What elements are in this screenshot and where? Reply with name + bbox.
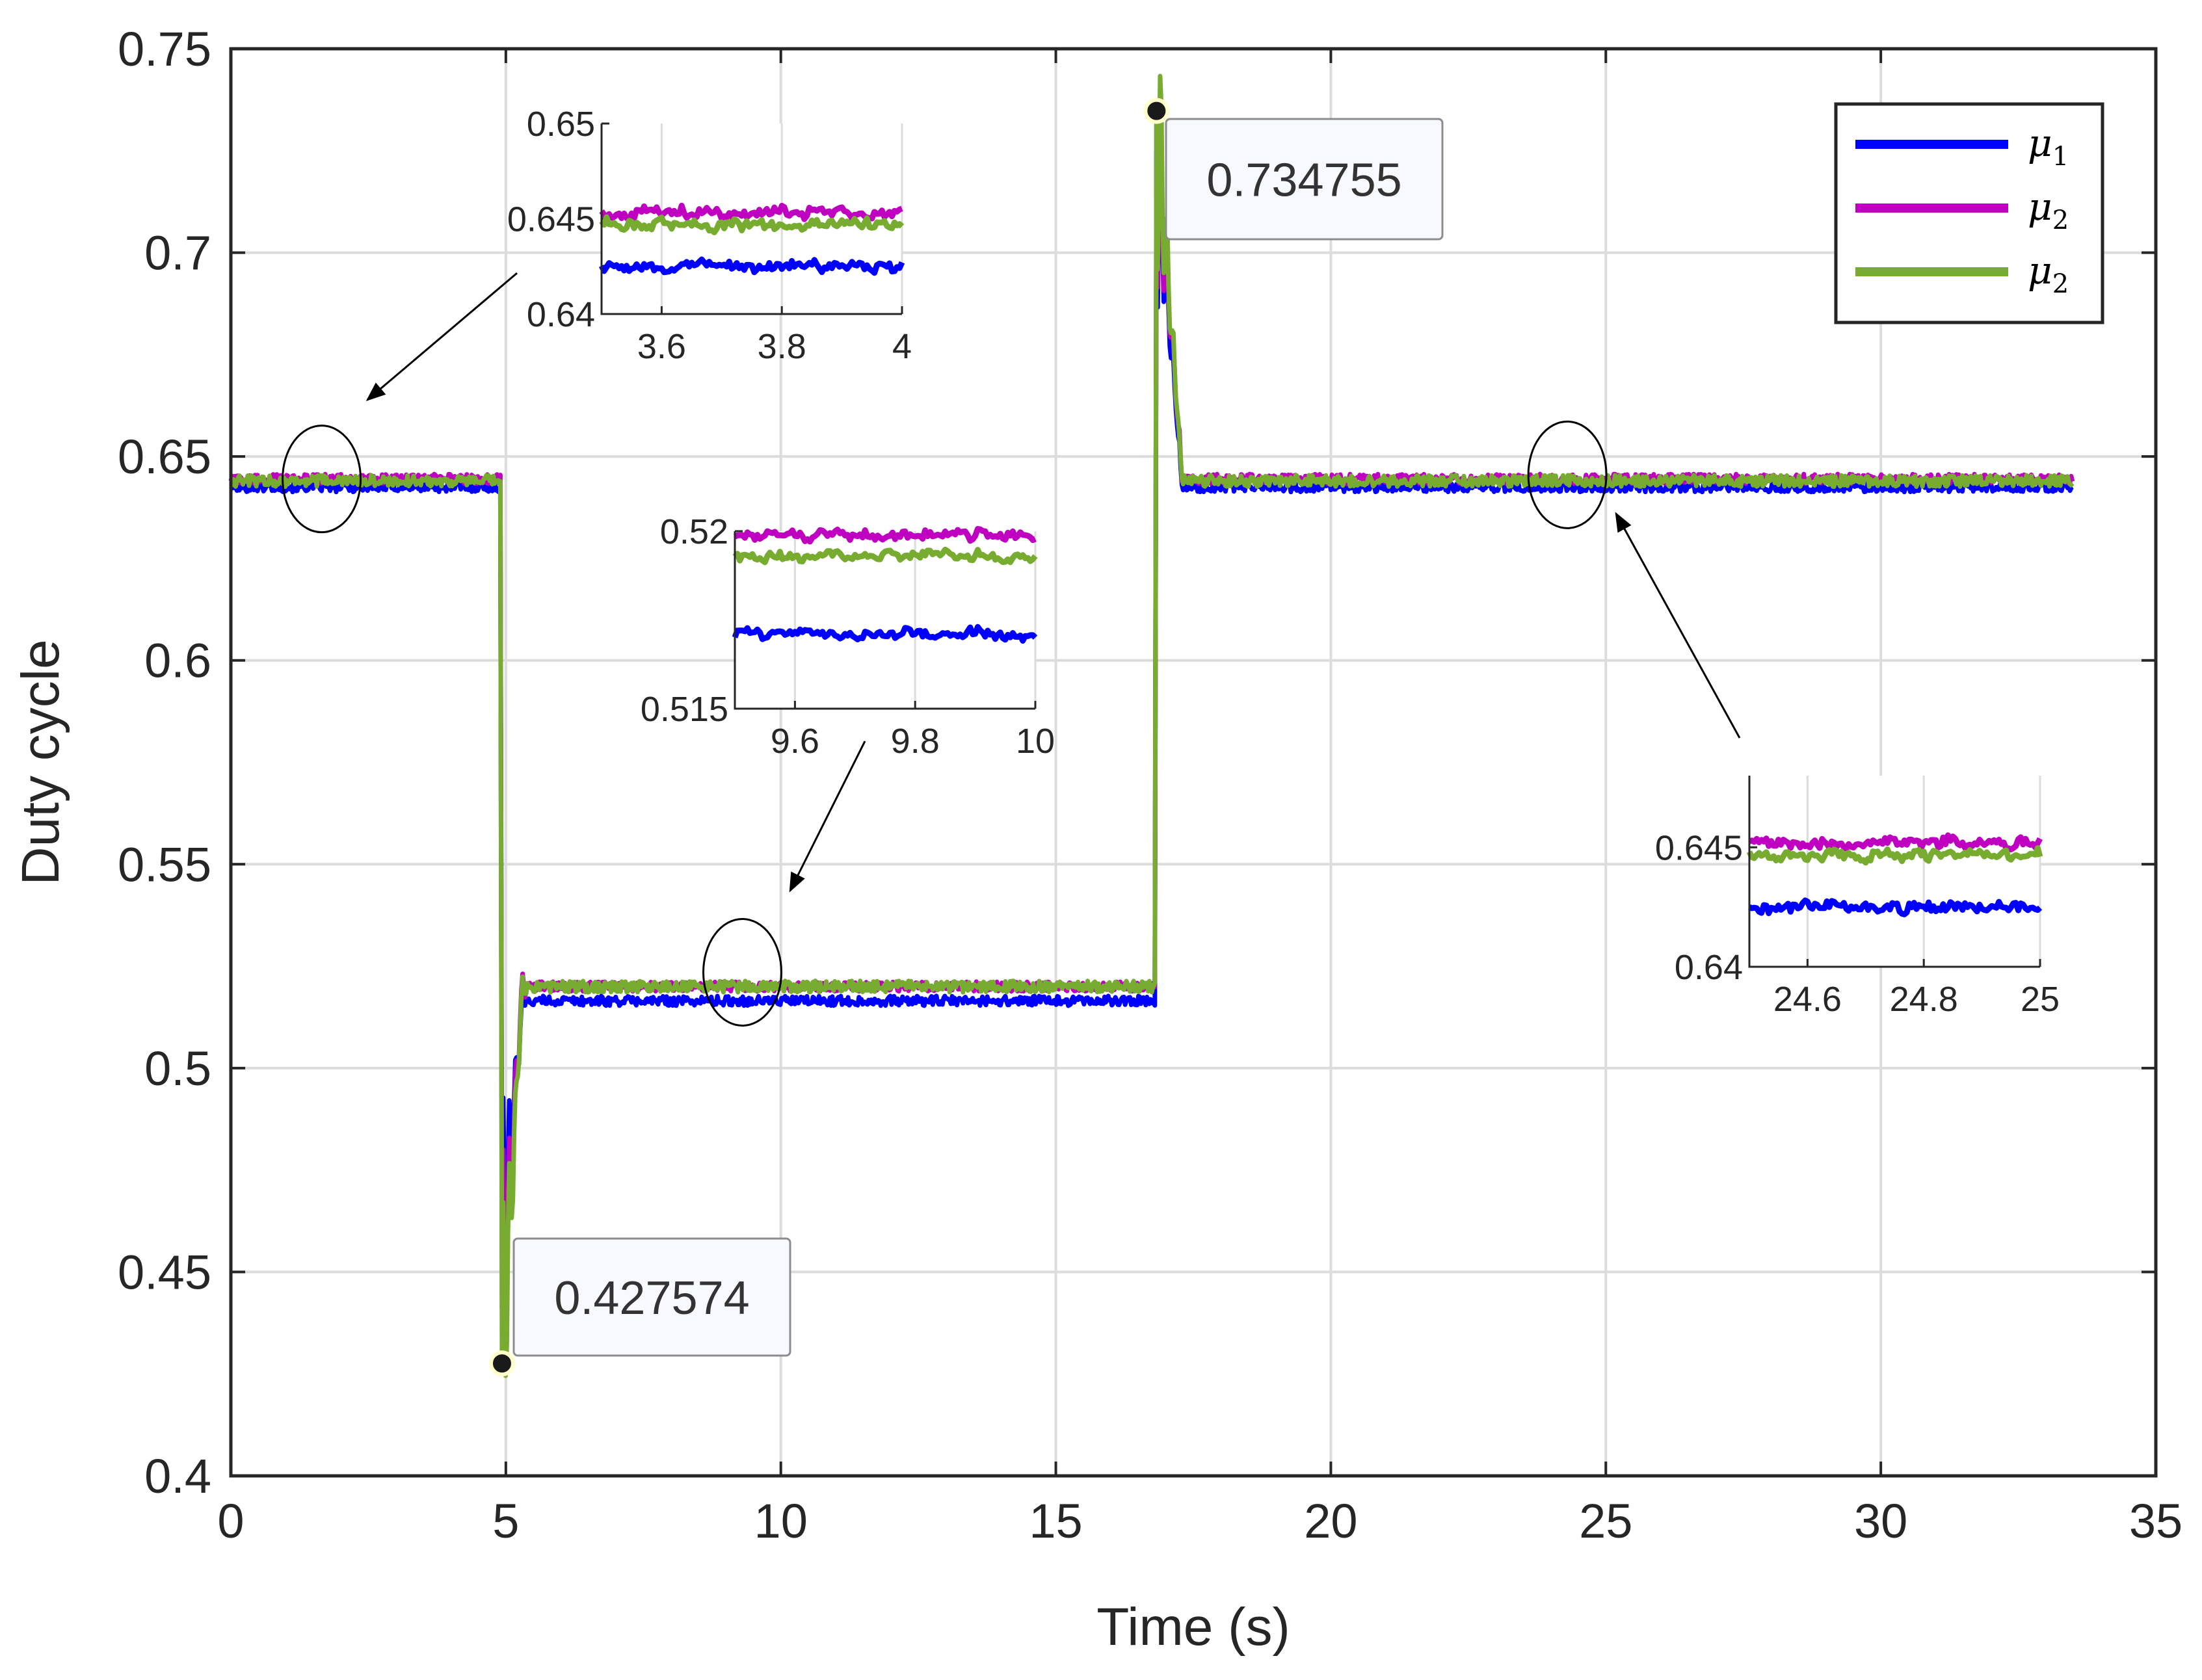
- datatip-box: [1165, 118, 1444, 241]
- legend-label-subscript: 2: [2052, 205, 2069, 235]
- x-tick-label: 15: [1029, 1494, 1082, 1548]
- series-line-3: [229, 73, 2075, 1378]
- inset-y-tick-label: 0.65: [527, 105, 595, 144]
- inset-plots: 3.6 3.8 4 0.64 0.645 0.65 9.6 9.8 10 0.515 0.52 24.…: [507, 105, 2060, 1019]
- legend-label-base: μ: [2028, 185, 2052, 229]
- inset-y-tick-label: 0.52: [660, 512, 728, 551]
- inset-x-tick-label: 3.8: [758, 327, 806, 366]
- main-axis-ticks: 0 5 10 15 20 25 30 35 0.4 0.45 0.5 0.55 0.6 0.65 0.7 0.…: [118, 22, 2182, 1548]
- inset-plot-3: 24.6 24.8 25 0.64 0.645: [1655, 776, 2060, 1019]
- zoom-arrow: [365, 272, 518, 401]
- datatip-box: [512, 1237, 791, 1357]
- y-tick-label: 0.45: [118, 1245, 211, 1299]
- inset-x-tick-label: 9.8: [891, 722, 940, 761]
- plot-frame: [229, 47, 2158, 1478]
- y-tick-label: 0.6: [144, 634, 211, 688]
- inset-series-line-1: [598, 256, 905, 276]
- zoom-arrow: [789, 741, 866, 893]
- inset-x-tick-label: 24.8: [1890, 980, 1958, 1019]
- x-tick-label: 20: [1304, 1494, 1357, 1548]
- inset-series-line-2: [1748, 832, 2043, 853]
- y-tick-label: 0.7: [144, 226, 211, 280]
- inset-x-tick-label: 3.6: [637, 327, 686, 366]
- y-axis-label: Duty cycle: [11, 639, 70, 885]
- datatip-marker: [488, 1350, 515, 1377]
- legend-label: μ1: [2028, 121, 2069, 172]
- inset-x-tick-label: 4: [892, 327, 912, 366]
- y-tick-label: 0.5: [144, 1042, 211, 1096]
- x-tick-label: 5: [492, 1494, 519, 1548]
- zoom-ellipse: [1527, 420, 1608, 529]
- legend-label-base: μ: [2028, 248, 2052, 293]
- zoom-ellipse: [282, 425, 362, 534]
- legend-label: μ2: [2028, 185, 2069, 235]
- main-series-group: [228, 73, 2075, 1378]
- inset-x-tick-label: 25: [2021, 980, 2060, 1019]
- inset-background: [1749, 776, 2040, 967]
- inset-axes: [1748, 776, 2040, 968]
- legend-label-subscript: 1: [2052, 142, 2069, 172]
- zoom-ellipse: [702, 917, 783, 1027]
- inset-plot-1: 3.6 3.8 4 0.64 0.645 0.65: [507, 105, 912, 366]
- inset-y-tick-label: 0.515: [641, 690, 728, 729]
- inset-y-tick-label: 0.645: [1655, 828, 1743, 867]
- inset-plot-2: 9.6 9.8 10 0.515 0.52: [641, 512, 1055, 761]
- inset-series-line-1: [732, 623, 1038, 644]
- inset-x-tick-label: 24.6: [1773, 980, 1842, 1019]
- y-tick-label: 0.65: [118, 430, 211, 484]
- x-tick-label: 35: [2129, 1494, 2182, 1548]
- y-tick-label: 0.75: [118, 22, 211, 76]
- datatip-label: 0.427574: [554, 1272, 749, 1324]
- datatip-marker: [1143, 98, 1170, 124]
- y-tick-label: 0.4: [144, 1449, 211, 1503]
- legend-label: μ2: [2028, 248, 2069, 299]
- datatip-label: 0.734755: [1206, 155, 1401, 207]
- legend-label-base: μ: [2028, 121, 2052, 165]
- x-tick-label: 10: [754, 1494, 808, 1548]
- inset-x-tick-label: 9.6: [771, 722, 819, 761]
- x-tick-label: 0: [217, 1494, 244, 1548]
- x-tick-label: 25: [1579, 1494, 1632, 1548]
- inset-y-tick-label: 0.645: [507, 200, 595, 239]
- inset-y-tick-label: 0.64: [527, 295, 595, 334]
- inset-series-line-3: [732, 546, 1038, 566]
- zoom-arrow: [1615, 512, 1741, 739]
- zoom-marks: [282, 272, 1741, 1027]
- legend-label-subscript: 2: [2052, 269, 2069, 299]
- inset-y-tick-label: 0.64: [1675, 948, 1743, 987]
- inset-series-line-3: [1746, 845, 2043, 866]
- x-axis-label: Time (s): [1096, 1597, 1290, 1657]
- inset-x-tick-label: 10: [1016, 722, 1055, 761]
- inset-axes: [600, 124, 902, 315]
- inset-series-line-1: [1748, 897, 2043, 917]
- inset-series-line-2: [733, 526, 1037, 545]
- x-tick-label: 30: [1854, 1494, 1907, 1548]
- main-grid: [230, 47, 2157, 1477]
- datatips: 0.427574 0.734755: [488, 98, 1444, 1377]
- inset-series-line-3: [599, 214, 905, 235]
- y-tick-label: 0.55: [118, 837, 211, 891]
- series-line-1: [229, 116, 2074, 1296]
- inset-axes: [734, 531, 1035, 710]
